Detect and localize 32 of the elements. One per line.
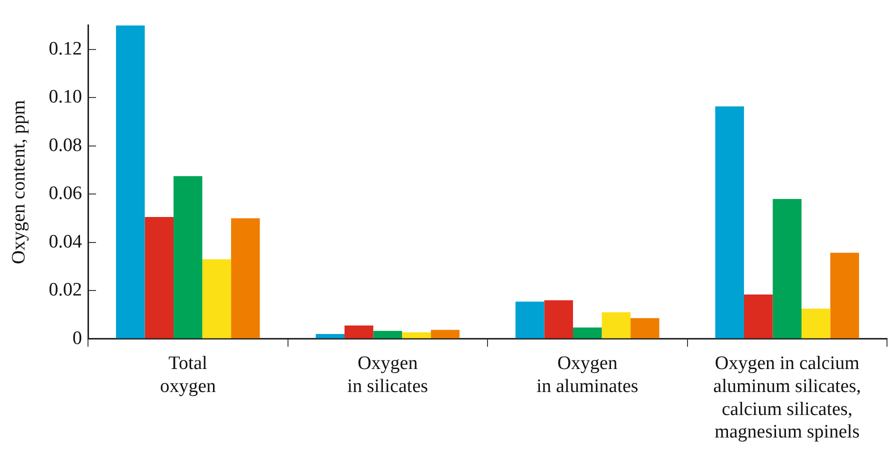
bar — [802, 308, 830, 338]
bar — [144, 217, 174, 338]
bar — [544, 300, 574, 338]
bar — [116, 25, 145, 338]
y-axis-title: Oxygen content, ppm — [8, 100, 30, 264]
bar — [344, 326, 374, 338]
bar — [602, 312, 631, 338]
y-tick-label: 0.08 — [48, 134, 82, 156]
y-tick-label: 0 — [72, 328, 82, 349]
bar — [715, 106, 744, 338]
bar — [316, 334, 345, 338]
bar — [202, 259, 232, 338]
bar — [430, 330, 460, 338]
bar — [772, 198, 802, 338]
bar — [630, 318, 660, 338]
x-tick-label: Oxygen in silicates — [347, 353, 428, 397]
y-tick-label: 0.04 — [48, 231, 83, 252]
bar — [573, 327, 602, 338]
x-tick-label: Oxygen in calcium aluminum silicates, calcium silicates, magnesium spinels — [713, 353, 862, 443]
bar — [402, 332, 431, 338]
y-tick-label: 0.12 — [48, 38, 82, 60]
y-tick-label: 0.10 — [48, 86, 82, 108]
bar — [830, 252, 860, 338]
y-tick-label: 0.06 — [48, 183, 82, 204]
bar — [174, 176, 202, 338]
x-tick-label: Oxygen in aluminates — [536, 353, 638, 397]
y-tick-label: 0.02 — [48, 280, 82, 301]
bar — [744, 294, 773, 338]
bar — [231, 218, 260, 338]
bar — [373, 330, 402, 338]
x-tick-label: Total oxygen — [160, 353, 216, 397]
bar — [515, 302, 544, 338]
